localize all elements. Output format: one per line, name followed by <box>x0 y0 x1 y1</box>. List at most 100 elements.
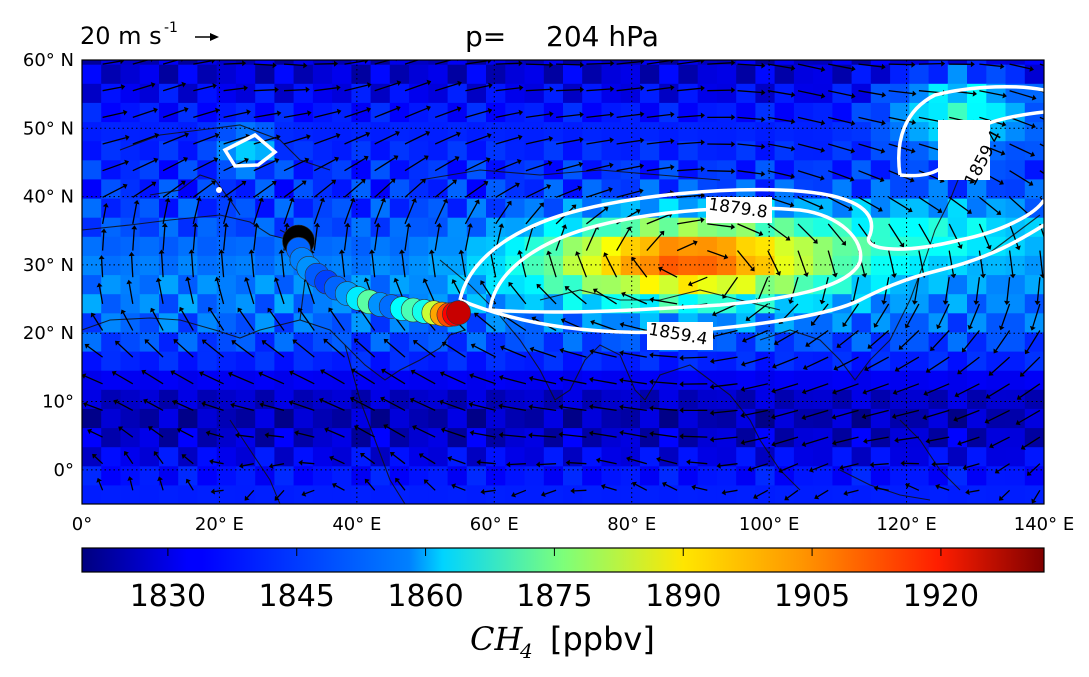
heatmap-cell <box>139 427 160 448</box>
heatmap-cell <box>851 427 872 448</box>
heatmap-cell <box>178 293 198 314</box>
heatmap-cell <box>486 102 506 123</box>
heatmap-cell <box>82 83 102 103</box>
wind-arrow <box>222 222 229 251</box>
heatmap-cell <box>389 427 410 448</box>
heatmap-cell <box>640 465 660 486</box>
heatmap-cell <box>640 60 660 65</box>
heatmap-cell <box>524 293 545 314</box>
heatmap-cell <box>332 255 352 276</box>
wind-arrow <box>199 371 224 385</box>
wind-arrow <box>404 198 417 225</box>
wind-arrow <box>268 463 285 469</box>
heatmap-cell <box>351 178 372 199</box>
wind-arrow <box>828 90 856 99</box>
heatmap-cell <box>409 255 429 276</box>
wind-arrow <box>616 226 632 251</box>
wind-arrow <box>679 355 708 361</box>
heatmap-cell <box>332 351 352 371</box>
heatmap-cell <box>832 389 853 409</box>
wind-arrow <box>440 427 466 438</box>
wind-arrow <box>209 458 224 465</box>
wind-arrow <box>1009 170 1034 186</box>
heatmap-cell <box>178 217 198 237</box>
heatmap-cell <box>678 293 699 314</box>
wind-arrow <box>619 321 647 332</box>
wind-arrow <box>1029 303 1041 331</box>
y-tick-label: 20° N <box>23 323 74 344</box>
wind-arrow <box>707 168 736 175</box>
wind-arrow <box>237 307 255 331</box>
wind-arrow <box>931 461 950 468</box>
heatmap-cell <box>813 159 833 180</box>
wind-arrow <box>631 256 648 278</box>
heatmap-cell <box>755 408 776 429</box>
heatmap-cell <box>101 312 121 333</box>
heatmap-cell <box>370 140 391 161</box>
heatmap-cell <box>793 370 814 390</box>
heatmap-cell <box>409 236 429 256</box>
heatmap-cell <box>928 312 949 333</box>
wind-arrow <box>616 111 645 119</box>
wind-arrow <box>404 155 429 172</box>
wind-arrow <box>737 170 766 177</box>
heatmap-cell <box>697 140 718 161</box>
heatmap-cell <box>466 331 487 352</box>
wind-arrow <box>525 61 554 68</box>
heatmap-cell <box>332 427 352 448</box>
heatmap-cell <box>582 102 602 123</box>
heatmap-cell <box>793 140 814 161</box>
heatmap-cell <box>101 64 121 84</box>
wind-arrow <box>177 427 194 438</box>
heatmap-cell <box>563 427 583 448</box>
wind-arrow <box>1024 330 1041 355</box>
heatmap-cell <box>235 465 256 486</box>
wind-arrow <box>344 82 372 92</box>
heatmap-cell <box>928 446 949 467</box>
heatmap-cell <box>389 60 410 65</box>
heatmap-cell <box>293 312 314 333</box>
wind-arrow <box>593 288 617 305</box>
heatmap-cell <box>255 64 275 84</box>
heatmap-cell <box>601 484 622 504</box>
wind-reference-exponent: -1 <box>164 20 178 36</box>
wind-arrow <box>390 452 406 465</box>
wind-arrow <box>586 206 609 225</box>
heatmap-cell <box>370 60 391 65</box>
wind-arrow <box>646 60 675 65</box>
heatmap-cell <box>274 178 295 199</box>
wind-arrow <box>922 409 950 421</box>
wind-arrow <box>253 222 260 251</box>
heatmap-cell <box>428 484 449 504</box>
heatmap-cell <box>1024 274 1044 295</box>
heatmap-cell <box>755 236 776 256</box>
heatmap-cell <box>447 408 468 429</box>
heatmap-cell <box>312 312 333 333</box>
heatmap-cell <box>120 446 141 467</box>
heatmap-cell <box>697 408 718 429</box>
heatmap-cell <box>1044 351 1064 371</box>
heatmap-cell <box>909 427 930 448</box>
wind-arrow <box>905 483 920 491</box>
heatmap-cell <box>793 178 814 199</box>
x-tick-label: 100° E <box>739 514 799 535</box>
heatmap-cell <box>947 64 968 84</box>
wind-arrow <box>354 425 376 438</box>
wind-arrow <box>911 277 920 305</box>
heatmap-cell <box>101 255 121 276</box>
heatmap-cell <box>697 60 718 65</box>
heatmap-cell <box>870 102 891 123</box>
wind-arrow <box>525 160 553 172</box>
wind-arrow <box>253 134 281 145</box>
wind-arrow <box>873 485 889 492</box>
heatmap-cell <box>389 159 410 180</box>
heatmap-cell <box>1044 64 1064 84</box>
heatmap-cell <box>82 274 102 295</box>
heatmap-cell <box>370 408 391 429</box>
heatmap-cell <box>351 484 372 504</box>
heatmap-cell <box>947 331 968 352</box>
heatmap-cell <box>697 236 718 256</box>
heatmap-cell <box>255 427 275 448</box>
trajectory-point <box>446 300 471 326</box>
wind-arrow <box>556 86 585 93</box>
